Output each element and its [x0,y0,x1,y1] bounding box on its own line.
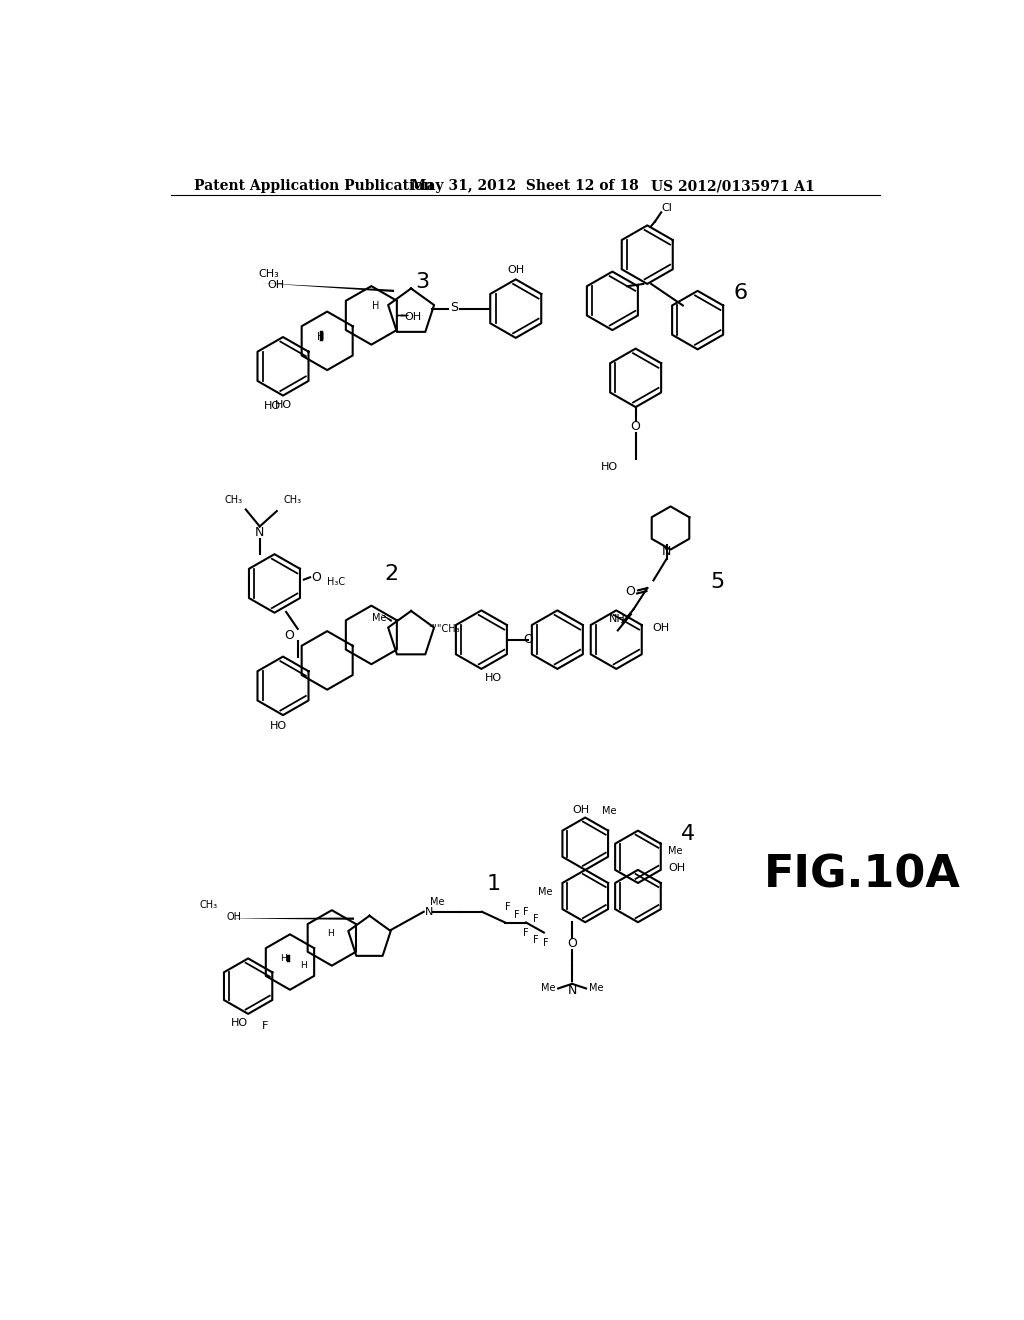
Text: CH₃: CH₃ [199,900,217,911]
Text: H: H [317,333,325,342]
Text: 3: 3 [416,272,429,292]
Text: OH: OH [652,623,669,634]
Text: OH: OH [403,312,421,322]
Text: H: H [327,929,334,937]
Text: Me: Me [430,896,444,907]
Text: Me: Me [589,983,603,994]
Text: O: O [567,937,577,950]
Text: HO: HO [274,400,292,409]
Text: F: F [262,1022,268,1031]
Text: OH: OH [507,265,524,275]
Text: H₃C: H₃C [328,577,345,587]
Text: 5: 5 [710,572,724,591]
Text: O: O [631,420,641,433]
Text: 4: 4 [681,824,694,843]
Text: HO: HO [269,721,287,731]
Text: N: N [425,907,434,916]
Text: Patent Application Publication: Patent Application Publication [194,180,433,193]
Text: S: S [450,301,458,314]
Text: N: N [255,527,264,539]
Polygon shape [380,614,392,622]
Text: OH: OH [226,912,242,921]
Text: O: O [523,634,534,647]
Text: O: O [311,570,322,583]
Text: H: H [372,301,379,312]
Text: OH: OH [267,280,285,289]
Polygon shape [261,284,394,292]
Text: OH: OH [669,863,685,874]
Text: Me: Me [541,983,555,994]
Text: H: H [301,961,307,970]
Text: Me: Me [372,612,386,623]
Polygon shape [225,917,354,920]
Text: F: F [523,928,528,937]
Text: HO: HO [485,673,503,684]
Text: 1: 1 [486,874,501,894]
Text: F: F [544,937,549,948]
Text: US 2012/0135971 A1: US 2012/0135971 A1 [651,180,815,193]
Text: F: F [534,915,539,924]
Text: O: O [284,628,294,642]
Text: Cl: Cl [662,203,672,214]
Text: HO: HO [601,462,617,473]
Text: 6: 6 [733,284,748,304]
Text: F: F [534,936,539,945]
Text: N: N [662,545,672,557]
Text: H: H [281,954,287,964]
Text: CH₃: CH₃ [283,495,301,506]
Text: FIG.10A: FIG.10A [764,853,961,896]
Text: """CH₃: """CH₃ [428,624,460,634]
Text: Me: Me [669,846,683,855]
Text: HO: HO [264,401,282,412]
Text: HO: HO [231,1018,248,1028]
Text: Me: Me [602,807,616,816]
Text: NH: NH [609,614,626,624]
Text: Me: Me [539,887,553,898]
Text: N: N [567,983,577,997]
Text: CH₃: CH₃ [224,495,243,506]
Text: F: F [514,909,519,920]
Text: 2: 2 [384,564,398,585]
Text: May 31, 2012  Sheet 12 of 18: May 31, 2012 Sheet 12 of 18 [411,180,639,193]
Text: OH: OH [572,805,590,814]
Text: O: O [626,585,636,598]
Text: F: F [505,902,510,912]
Text: CH₃: CH₃ [258,269,279,279]
Text: F: F [523,907,528,916]
